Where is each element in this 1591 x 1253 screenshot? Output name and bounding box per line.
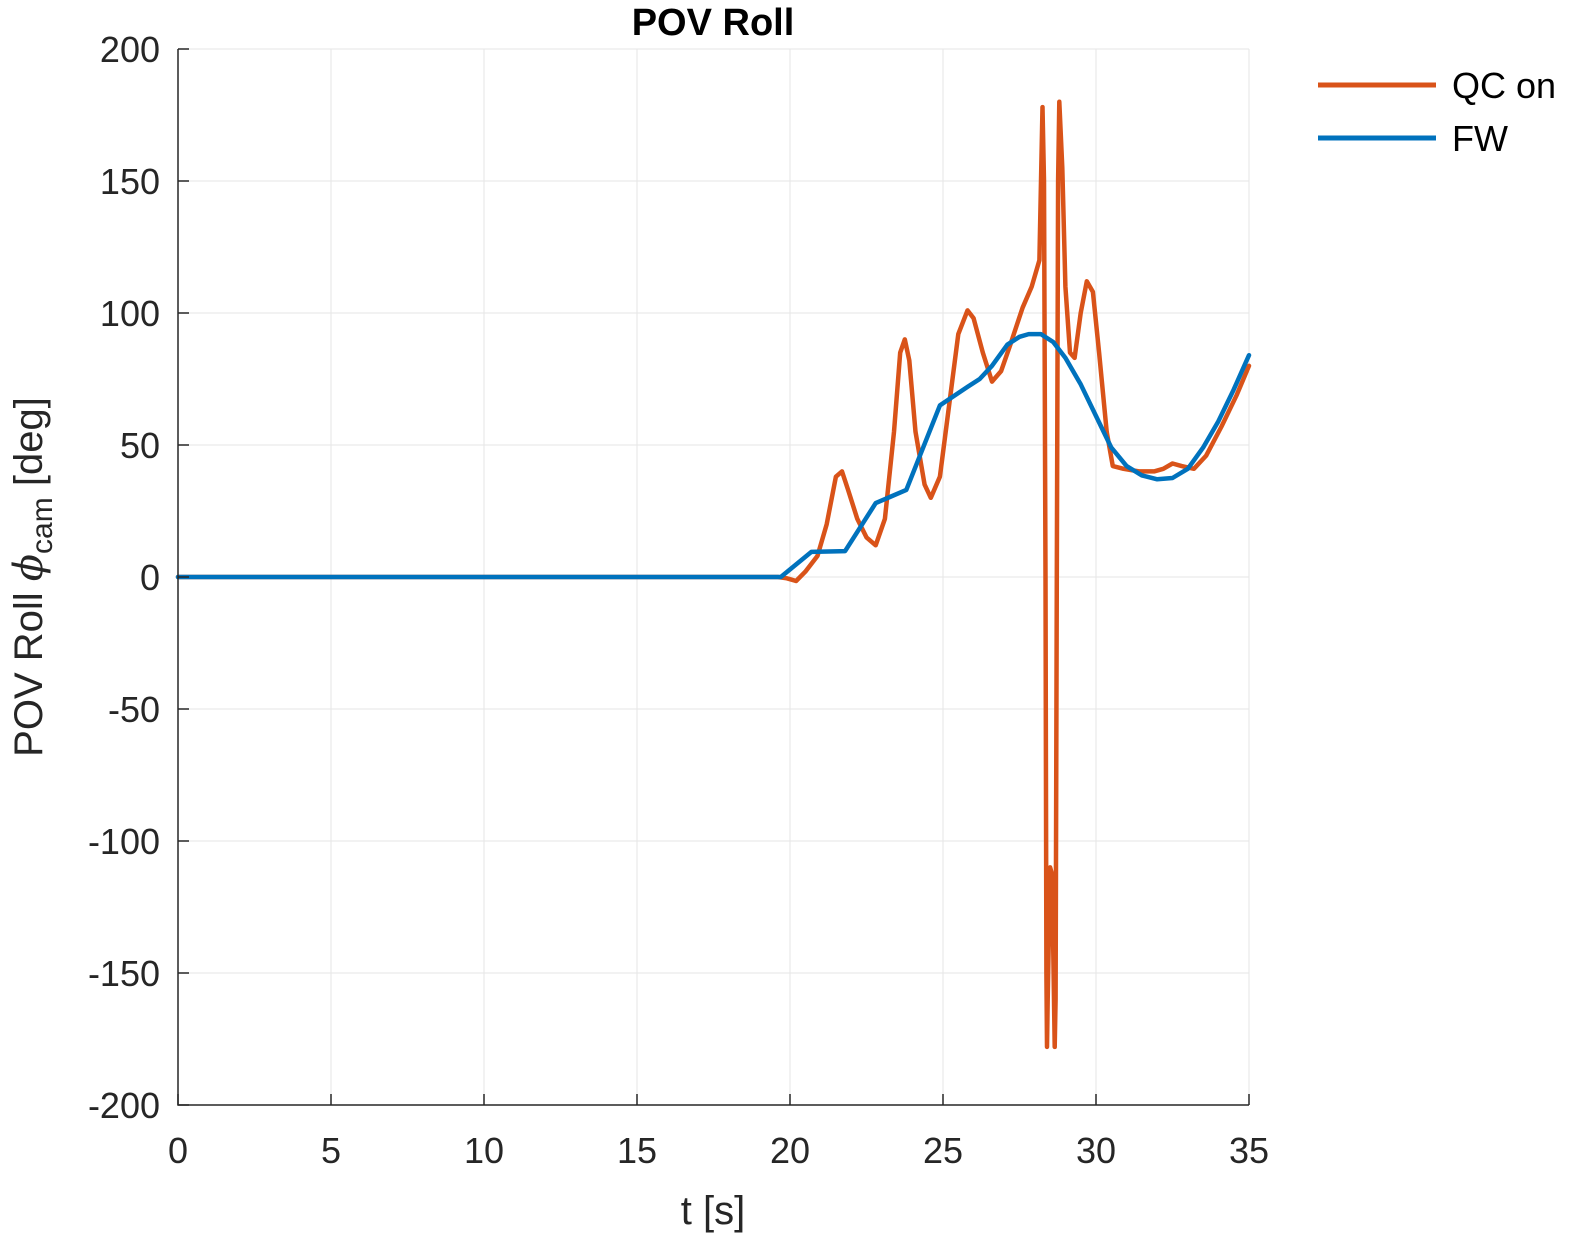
- y-tick-label: 50: [120, 425, 160, 466]
- y-tick-label: -50: [108, 689, 160, 730]
- y-axis-label-suffix: [deg]: [7, 397, 51, 497]
- plot-lines: [175, 99, 1252, 1050]
- x-tick-label: 20: [770, 1130, 810, 1171]
- x-tick-label: 35: [1229, 1130, 1269, 1171]
- legend-label: FW: [1452, 118, 1508, 159]
- x-tick-label: 5: [321, 1130, 341, 1171]
- y-tick-label: 100: [100, 293, 160, 334]
- y-tick-label: -150: [88, 953, 160, 994]
- series-line-fw: [175, 331, 1252, 580]
- legend-label: QC on: [1452, 65, 1556, 106]
- y-tick-label: -100: [88, 821, 160, 862]
- x-axis-label: t [s]: [681, 1189, 745, 1233]
- y-axis-label: POV Roll ϕcam [deg]: [6, 397, 59, 757]
- axes: 0 5 10 15 20 25 30 35 200 150 100 50 0 -50 -100 -150 -20…: [88, 29, 1269, 1171]
- x-tick-label: 0: [168, 1130, 188, 1171]
- y-axis-label-subscript: cam: [26, 497, 59, 554]
- y-axis-label-prefix: POV Roll: [7, 581, 51, 757]
- y-axis-label-symbol: ϕ: [6, 554, 52, 581]
- x-tick-label: 30: [1076, 1130, 1116, 1171]
- x-tick-label: 10: [464, 1130, 504, 1171]
- y-tick-label: 0: [140, 557, 160, 598]
- axis-lines: [177, 49, 1249, 1106]
- x-tick-label: 25: [923, 1130, 963, 1171]
- y-tick-label: 150: [100, 161, 160, 202]
- chart-title: POV Roll: [632, 2, 795, 44]
- legend: QC on FW: [1318, 65, 1556, 159]
- y-tick-label: -200: [88, 1085, 160, 1126]
- y-tick-label: 200: [100, 29, 160, 70]
- series-line-qc-on: [175, 99, 1252, 1050]
- x-tick-label: 15: [617, 1130, 657, 1171]
